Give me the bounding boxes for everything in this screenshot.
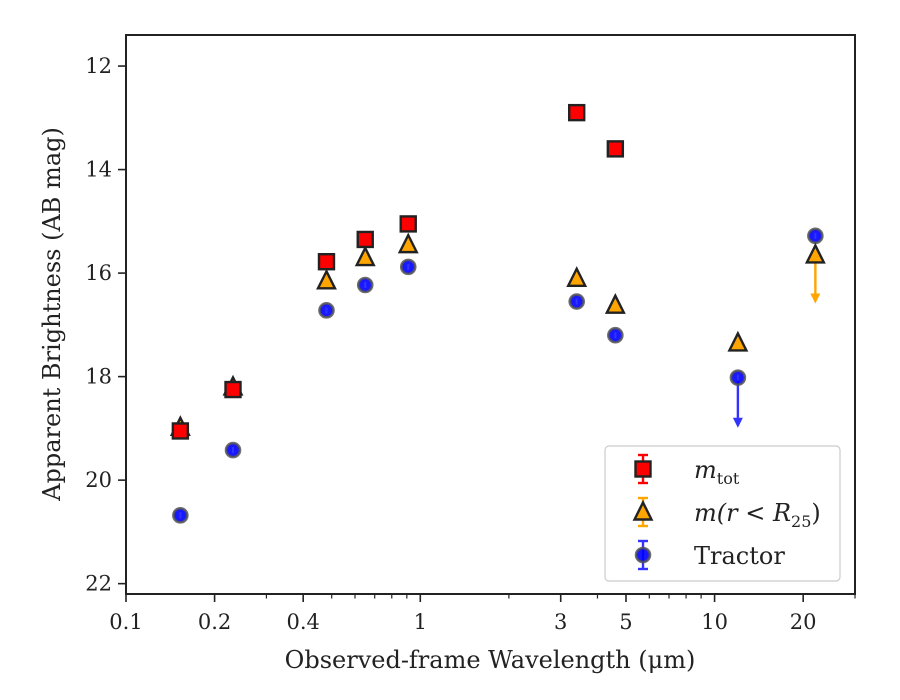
plot-frame xyxy=(125,34,856,595)
y-tick-label-2: 16 xyxy=(85,261,112,285)
legend-tractor-marker xyxy=(634,546,652,564)
y-tick-label-1: 14 xyxy=(85,158,112,182)
y-axis-ticks: 12 14 16 18 20 22 xyxy=(85,54,126,596)
x-axis-title: Observed-frame Wavelength (μm) xyxy=(285,646,696,674)
x-tick-label-0: 0.1 xyxy=(109,610,142,634)
legend-mtot-marker xyxy=(634,460,652,478)
legend-mr25-marker xyxy=(632,499,654,521)
legend-box xyxy=(604,445,841,582)
x-tick-label-3: 1 xyxy=(414,610,427,634)
legend: mtot m(r < R25) Tractor xyxy=(604,445,841,582)
x-tick-label-4: 3 xyxy=(554,610,567,634)
x-tick-label-5: 5 xyxy=(619,610,632,634)
y-tick-label-4: 20 xyxy=(85,468,112,492)
x-tick-label-1: 0.2 xyxy=(198,610,231,634)
x-tick-label-6: 10 xyxy=(701,610,728,634)
legend-tractor-label: Tractor xyxy=(694,542,785,570)
legend-mr25-label: m(r < R25) xyxy=(694,499,821,531)
legend-mtot-label: mtot xyxy=(694,456,740,488)
mr25-limit-arrow-8-head xyxy=(810,293,821,304)
x-axis-ticks: 0.1 0.2 0.4 1 3 5 10 20 xyxy=(109,594,856,634)
x-tick-label-2: 0.4 xyxy=(286,610,319,634)
y-tick-label-3: 18 xyxy=(85,365,112,389)
mr25-series xyxy=(169,232,826,437)
y-axis-title: Apparent Brightness (AB mag) xyxy=(38,127,66,502)
x-tick-label-7: 20 xyxy=(790,610,817,634)
y-tick-label-5: 22 xyxy=(85,572,112,596)
mtot-series xyxy=(171,103,625,440)
y-tick-label-0: 12 xyxy=(85,54,112,78)
tractor-limit-arrow-7-head xyxy=(732,417,743,428)
data-marks xyxy=(169,103,826,524)
